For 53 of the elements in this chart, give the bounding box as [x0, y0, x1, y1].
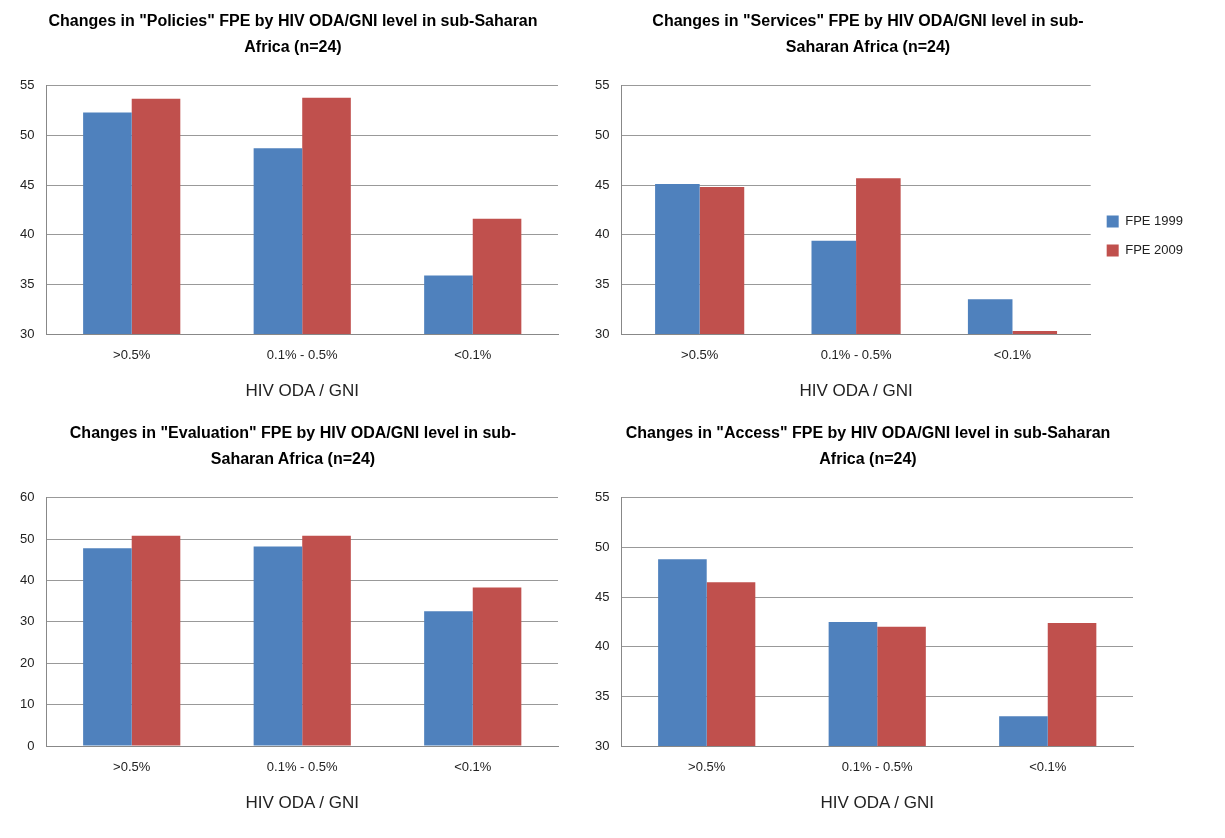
chart-title: Changes in "Policies" FPE by HIV ODA/GNI level in sub-Saharan Africa (n=24) [48, 11, 538, 57]
y-tick-label: 30 [594, 737, 610, 753]
chart-title: Changes in "Evaluation" FPE by HIV ODA/GNI level in sub-Saharan Africa (n=24) [68, 423, 518, 469]
x-axis-title: HIV ODA / GNI [820, 793, 934, 813]
y-tick-label: 40 [19, 226, 35, 242]
x-tick-label: <0.1% [454, 347, 492, 363]
y-tick-label: 60 [19, 489, 35, 505]
bar [131, 535, 181, 746]
chart-title: Changes in "Services" FPE by HIV ODA/GNI level in sub-Saharan Africa (n=24) [651, 11, 1085, 57]
bar [302, 535, 351, 746]
y-tick-label: 45 [594, 176, 610, 192]
y-tick-label: 40 [19, 572, 35, 588]
bar [424, 611, 473, 746]
x-tick-label: >0.5% [688, 759, 726, 775]
y-tick-label: 45 [594, 588, 610, 604]
x-tick-label: >0.5% [681, 347, 719, 363]
x-tick-label: 0.1% - 0.5% [266, 759, 339, 775]
bar [83, 548, 132, 746]
x-tick-label: 0.1% - 0.5% [266, 347, 339, 363]
bar [472, 587, 522, 746]
x-tick-label: 0.1% - 0.5% [820, 347, 892, 363]
y-tick-label: 35 [19, 275, 35, 291]
y-tick-label: 10 [19, 696, 35, 712]
y-tick-label: 0 [27, 737, 35, 753]
chart-title: Changes in "Access" FPE by HIV ODA/GNI level in sub-Saharan Africa (n=24) [624, 423, 1112, 469]
legend-label: FPE 1999 [1125, 213, 1184, 229]
y-tick-label: 55 [19, 77, 35, 93]
y-tick-label: 30 [594, 325, 610, 341]
y-tick-label: 30 [19, 325, 35, 341]
y-tick-label: 45 [19, 176, 35, 192]
x-tick-label: >0.5% [113, 759, 151, 775]
y-tick-label: 35 [594, 687, 610, 703]
y-tick-label: 50 [19, 127, 35, 143]
x-tick-label: 0.1% - 0.5% [841, 759, 914, 775]
y-tick-label: 55 [594, 489, 610, 505]
x-tick-label: <0.1% [1029, 759, 1067, 775]
x-axis-title: HIV ODA / GNI [799, 381, 913, 401]
bar [253, 546, 303, 746]
x-tick-label: <0.1% [993, 347, 1032, 363]
x-axis-title: HIV ODA / GNI [245, 793, 359, 813]
y-tick-label: 40 [594, 226, 610, 242]
y-tick-label: 50 [594, 127, 610, 143]
x-tick-label: <0.1% [454, 759, 492, 775]
x-axis-title: HIV ODA / GNI [245, 381, 359, 401]
y-tick-label: 20 [19, 654, 35, 670]
legend-label: FPE 2009 [1125, 242, 1184, 258]
y-tick-label: 35 [594, 275, 610, 291]
x-tick-label: >0.5% [113, 347, 151, 363]
y-tick-label: 50 [594, 539, 610, 555]
y-tick-label: 30 [19, 613, 35, 629]
y-tick-label: 55 [594, 77, 610, 93]
y-tick-label: 50 [19, 530, 35, 546]
y-tick-label: 40 [594, 638, 610, 654]
